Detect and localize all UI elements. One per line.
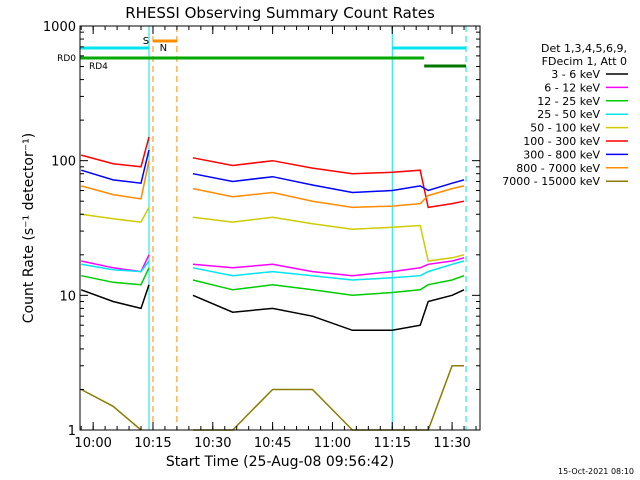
x-axis: 10:00 10:15 10:30 10:45 11:00 11:15 11:30 [74,26,477,451]
vertical-markers [79,26,467,430]
legend-entry-label: 300 - 800 keV [523,148,600,161]
y-tick-label: 10 [59,289,76,304]
rd4-flag-label: RD4 [89,62,108,72]
x-tick-label: 11:30 [433,436,470,451]
series-line [81,136,465,209]
series-line [80,284,465,332]
x-tick-label: 10:15 [134,436,171,451]
series-line [81,254,465,277]
x-tick-label: 11:15 [374,436,411,451]
legend-entry-label: 50 - 100 keV [530,122,600,135]
night-flag-label: N [160,43,167,54]
saa-flag-label: S [143,36,149,47]
x-tick-label: 10:45 [254,436,291,451]
observing-flags: SN RD0 RD4 [57,36,467,72]
legend-entry-label: 100 - 300 keV [523,135,600,148]
legend-header: Det 1,3,4,5,6,9, [541,42,627,55]
legend: Det 1,3,4,5,6,9,FDecim 1, Att 03 - 6 keV… [502,42,628,188]
series-layer [80,136,465,431]
legend-entry-label: 25 - 50 keV [537,108,600,121]
series-line [81,207,465,262]
rd0-flag-label: RD0 [57,54,76,64]
y-axis-label: Count Rate (s⁻¹ detector⁻¹) [21,133,37,323]
legend-entry-label: 12 - 25 keV [537,95,600,108]
legend-entry-label: 800 - 7000 keV [516,162,600,175]
y-tick-label: 100 [51,155,76,170]
series-line [81,160,465,209]
y-tick-label: 1 [68,424,76,439]
y-axis: 1 10 100 1000 [43,20,480,439]
series-line [81,267,465,297]
y-axis-label-text: Count Rate (s⁻¹ detector⁻¹) [21,133,37,323]
legend-entry-label: 3 - 6 keV [551,68,600,81]
y-tick-label: 1000 [43,20,76,35]
x-tick-label: 10:30 [194,436,231,451]
series-line [81,260,465,281]
x-axis-label: Start Time (25-Aug-08 09:56:42) [166,454,394,470]
legend-header: FDecim 1, Att 0 [542,55,627,68]
series-line [80,149,465,194]
plot-frame [79,25,481,431]
legend-entry-label: 6 - 12 keV [544,81,600,94]
chart-title: RHESSI Observing Summary Count Rates [125,4,435,22]
x-tick-label: 11:00 [314,436,351,451]
legend-entry-label: 7000 - 15000 keV [502,175,600,188]
series-line [80,364,464,431]
x-tick-label: 10:00 [74,436,111,451]
timestamp: 15-Oct-2021 08:10 [558,467,634,476]
